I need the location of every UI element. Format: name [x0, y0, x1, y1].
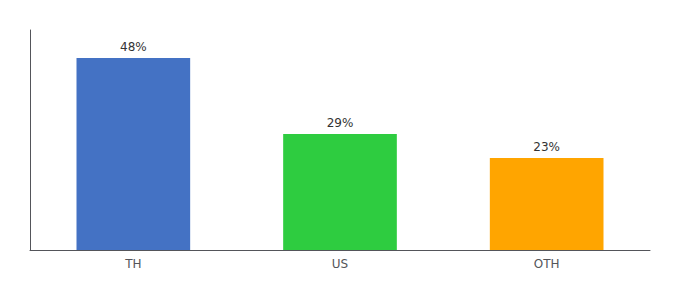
svg-text:OTH: OTH: [534, 257, 560, 271]
svg-text:US: US: [332, 257, 348, 271]
svg-text:TH: TH: [124, 257, 141, 271]
svg-text:23%: 23%: [533, 140, 560, 154]
svg-text:29%: 29%: [327, 116, 354, 130]
svg-text:48%: 48%: [120, 40, 147, 54]
